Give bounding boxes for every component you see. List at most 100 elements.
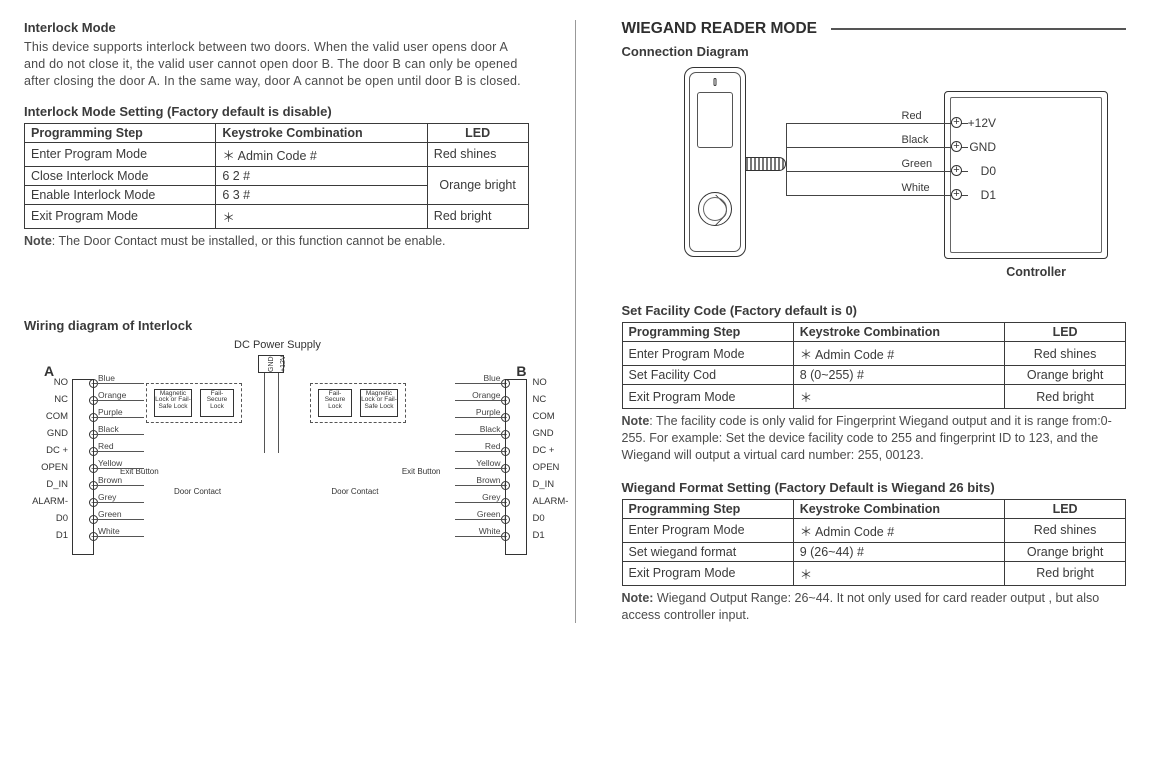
terminal-gnd bbox=[951, 141, 962, 152]
wire-gnd bbox=[786, 147, 968, 148]
fingerprint-icon bbox=[698, 192, 732, 226]
table-cell: Red shines bbox=[1005, 518, 1126, 542]
wire-color: White bbox=[98, 526, 120, 536]
dc-power-label: DC Power Supply bbox=[234, 339, 321, 351]
wire-color-label: White bbox=[902, 182, 930, 194]
wire-color: Purple bbox=[98, 407, 123, 417]
interlock-note: Note: The Door Contact must be installed… bbox=[24, 233, 529, 250]
pin-label-right: D0 bbox=[533, 513, 545, 524]
left-column: Interlock Mode This device supports inte… bbox=[24, 20, 529, 623]
wire-color-label: Red bbox=[902, 110, 922, 122]
th-led: LED bbox=[1005, 323, 1126, 342]
wire-d1 bbox=[786, 195, 968, 196]
pin-label-left: COM bbox=[24, 411, 68, 422]
pin-label-right: D_IN bbox=[533, 479, 555, 490]
table-cell: Red bright bbox=[427, 204, 528, 228]
table-cell: Orange bright bbox=[427, 166, 528, 204]
terminal-label: D1 bbox=[981, 188, 996, 202]
table-cell: Enable Interlock Mode bbox=[25, 185, 216, 204]
wire-d0 bbox=[786, 171, 968, 172]
terminal-label: GND bbox=[969, 140, 996, 154]
wire-color: Brown bbox=[476, 475, 500, 485]
mag-lock-a: Magnetic Lock or Fail-Safe Lock bbox=[154, 389, 192, 417]
wire-color: Yellow bbox=[476, 458, 500, 468]
pin-label-right: NC bbox=[533, 394, 547, 405]
terminal-label: +12V bbox=[968, 116, 996, 130]
table-cell: Red shines bbox=[1005, 342, 1126, 366]
wire-color: Red bbox=[98, 441, 114, 451]
th-keys: Keystroke Combination bbox=[793, 499, 1004, 518]
pin-label-left: D0 bbox=[24, 513, 68, 524]
facility-table: Programming Step Keystroke Combination L… bbox=[622, 322, 1127, 409]
th-step: Programming Step bbox=[622, 323, 793, 342]
pin-label-right: ALARM- bbox=[533, 496, 569, 507]
interlock-mode-body: This device supports interlock between t… bbox=[24, 39, 529, 90]
terminal-block-a bbox=[72, 379, 94, 555]
connection-diagram: Controller Red+12VBlackGNDGreenD0WhiteD1 bbox=[622, 61, 1127, 289]
table-cell: ＊ Admin Code # bbox=[793, 518, 1004, 542]
wire-color: Green bbox=[98, 509, 122, 519]
pin-label-left: NC bbox=[24, 394, 68, 405]
pin-label-right: GND bbox=[533, 428, 554, 439]
pin-label-right: DC + bbox=[533, 445, 555, 456]
th-step: Programming Step bbox=[622, 499, 793, 518]
wiegand-format-title: Wiegand Format Setting (Factory Default … bbox=[622, 480, 1127, 495]
wiring-title: Wiring diagram of Interlock bbox=[24, 318, 529, 333]
pin-label-right: D1 bbox=[533, 530, 545, 541]
fs-lock-b: Fail-Secure Lock bbox=[318, 389, 352, 417]
controller-label: Controller bbox=[1006, 265, 1066, 279]
terminal-d0 bbox=[951, 165, 962, 176]
th-led: LED bbox=[427, 123, 528, 142]
pin-label-left: OPEN bbox=[24, 462, 68, 473]
table-cell: Orange bright bbox=[1005, 542, 1126, 561]
pin-label-left: NO bbox=[24, 377, 68, 388]
wire-color-label: Black bbox=[902, 134, 929, 146]
wire-color: Orange bbox=[98, 390, 126, 400]
power-box: GND +12V bbox=[258, 355, 284, 373]
column-divider bbox=[575, 20, 576, 623]
table-cell: Orange bright bbox=[1005, 366, 1126, 385]
table-cell: Close Interlock Mode bbox=[25, 166, 216, 185]
wire-color: Black bbox=[480, 424, 501, 434]
pin-label-right: NO bbox=[533, 377, 547, 388]
wire-color: Brown bbox=[98, 475, 122, 485]
door-contact-a: Door Contact bbox=[174, 487, 221, 496]
table-cell: ＊ bbox=[216, 204, 427, 228]
wire-color: Orange bbox=[472, 390, 500, 400]
table-cell: Enter Program Mode bbox=[25, 142, 216, 166]
pin-label-left: D1 bbox=[24, 530, 68, 541]
table-cell: ＊ bbox=[793, 561, 1004, 585]
table-cell: 6 3 # bbox=[216, 185, 427, 204]
table-cell: Exit Program Mode bbox=[25, 204, 216, 228]
table-cell: Red shines bbox=[427, 142, 528, 166]
table-cell: Set wiegand format bbox=[622, 542, 793, 561]
label-b: B bbox=[516, 363, 526, 379]
wire-color-label: Green bbox=[902, 158, 933, 170]
th-led: LED bbox=[1005, 499, 1126, 518]
table-cell: ＊ Admin Code # bbox=[793, 342, 1004, 366]
mag-lock-b: Magnetic Lock or Fail-Safe Lock bbox=[360, 389, 398, 417]
interlock-table: Programming Step Keystroke Combination L… bbox=[24, 123, 529, 229]
wire-color: Black bbox=[98, 424, 119, 434]
table-cell: 8 (0~255) # bbox=[793, 366, 1004, 385]
format-note: Note: Wiegand Output Range: 26~44. It no… bbox=[622, 590, 1127, 624]
pin-label-left: GND bbox=[24, 428, 68, 439]
wire-color: Purple bbox=[476, 407, 501, 417]
pin-label-right: OPEN bbox=[533, 462, 560, 473]
reader-screen bbox=[697, 92, 733, 148]
th-keys: Keystroke Combination bbox=[793, 323, 1004, 342]
table-cell: 6 2 # bbox=[216, 166, 427, 185]
wire-color: Blue bbox=[483, 373, 500, 383]
terminal-d1 bbox=[951, 189, 962, 200]
pin-label-left: ALARM- bbox=[24, 496, 68, 507]
wire-color: Grey bbox=[482, 492, 500, 502]
format-table: Programming Step Keystroke Combination L… bbox=[622, 499, 1127, 586]
table-cell: Set Facility Cod bbox=[622, 366, 793, 385]
table-cell: 9 (26~44) # bbox=[793, 542, 1004, 561]
terminal-block-b bbox=[505, 379, 527, 555]
table-cell: Red bright bbox=[1005, 561, 1126, 585]
reader-led-icon bbox=[713, 78, 716, 86]
cable-icon bbox=[746, 157, 786, 171]
table-cell: Exit Program Mode bbox=[622, 561, 793, 585]
table-cell: ＊ Admin Code # bbox=[216, 142, 427, 166]
